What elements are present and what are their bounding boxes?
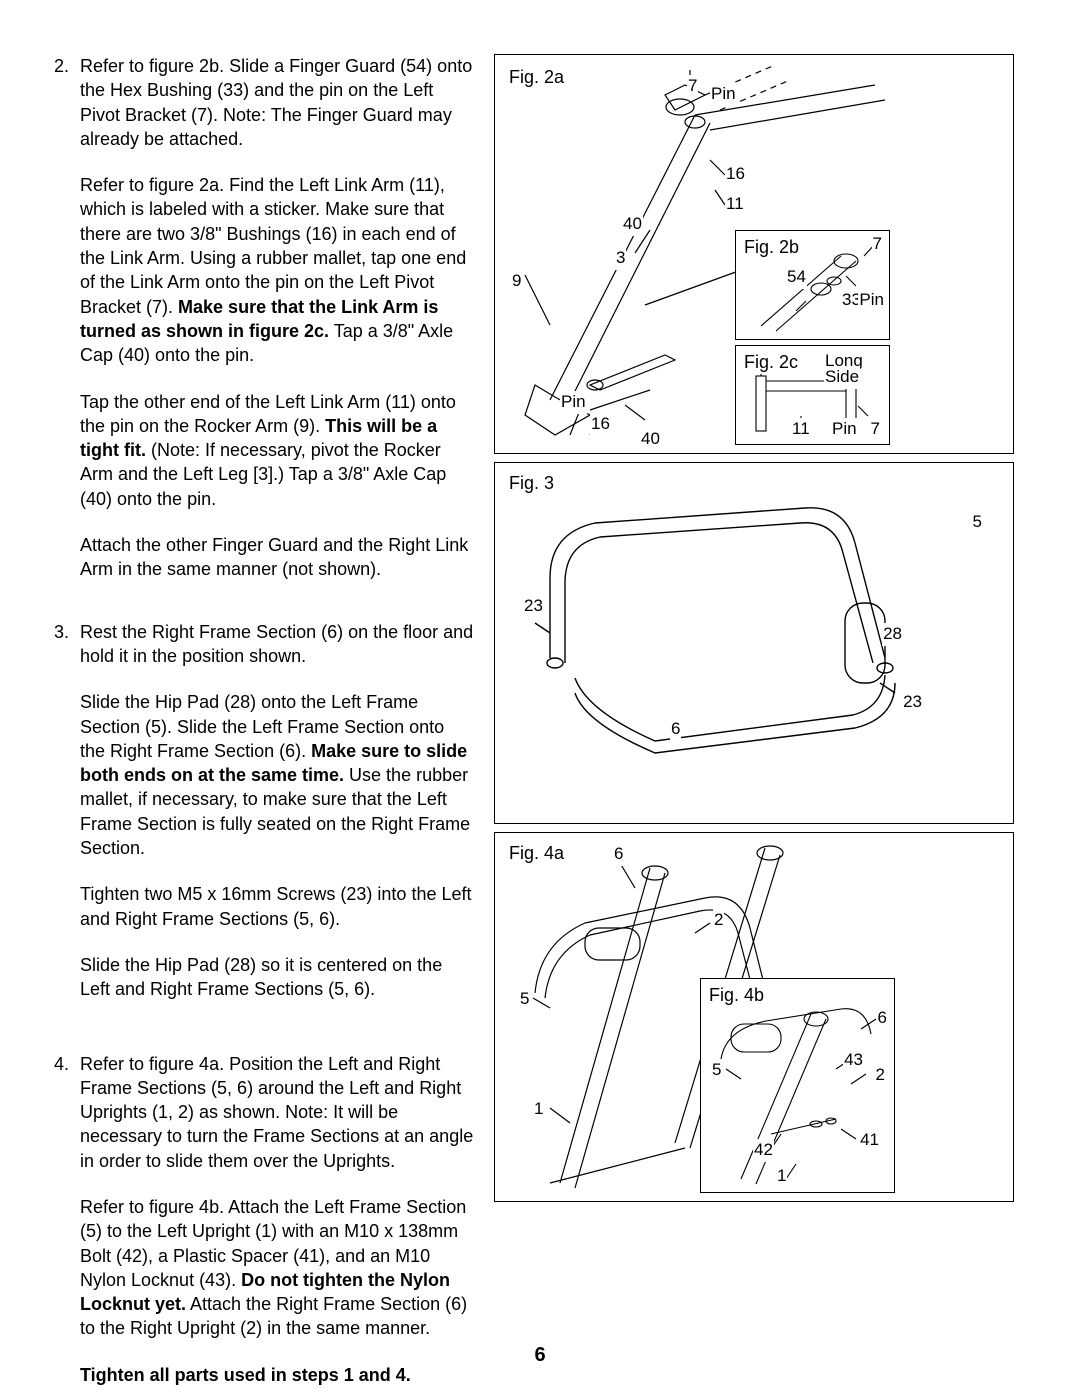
callout: Side <box>824 366 860 389</box>
fig-3-label: Fig. 3 <box>507 471 556 495</box>
callout: 16 <box>590 413 611 436</box>
callout: 11 <box>791 418 811 441</box>
callout: 2 <box>713 909 724 932</box>
callout: Pin <box>710 83 737 106</box>
step-4: 4. Refer to figure 4a. Position the Left… <box>54 1052 474 1388</box>
callout: 5 <box>972 511 983 534</box>
step-2: 2. Refer to figure 2b. Slide a Finger Gu… <box>54 54 474 582</box>
figure-2b-inset: Fig. 2b 7 54 33 Pin <box>735 230 890 340</box>
fig-4b-label: Fig. 4b <box>707 983 766 1007</box>
fig-2b-label: Fig. 2b <box>742 235 801 259</box>
callout: 28 <box>882 623 903 646</box>
para: Refer to figure 2b. Slide a Finger Guard… <box>80 54 474 151</box>
callout: 3 <box>615 247 626 270</box>
callout: 54 <box>786 266 807 289</box>
callout: 40 <box>622 213 643 236</box>
callout: 23 <box>902 691 923 714</box>
callout: 23 <box>523 595 544 618</box>
callout: 6 <box>613 843 624 866</box>
para: Tighten two M5 x 16mm Screws (23) into t… <box>80 882 474 931</box>
para: Refer to figure 2a. Find the Left Link A… <box>80 173 474 367</box>
callout: 9 <box>511 270 522 293</box>
step-3: 3. Rest the Right Frame Section (6) on t… <box>54 620 474 1002</box>
figure-3-drawing <box>495 463 1015 825</box>
page-number: 6 <box>0 1342 1080 1369</box>
callout: 40 <box>640 428 661 451</box>
callout: 41 <box>859 1129 880 1152</box>
callout: 6 <box>670 718 681 741</box>
para: Tap the other end of the Left Link Arm (… <box>80 390 474 511</box>
figures-column: Fig. 2a 7 Pin 16 11 40 3 9 Pin 16 40 <box>494 54 1014 1304</box>
step-number: 2. <box>54 54 80 582</box>
callout: 16 <box>725 163 746 186</box>
callout: 7 <box>687 75 698 98</box>
callout: 7 <box>870 418 881 441</box>
figure-4b-drawing <box>701 979 896 1194</box>
para: Rest the Right Frame Section (6) on the … <box>80 620 474 669</box>
callout: 2 <box>875 1064 886 1087</box>
para: Refer to figure 4b. Attach the Left Fram… <box>80 1195 474 1341</box>
para: Refer to figure 4a. Position the Left an… <box>80 1052 474 1173</box>
figure-2c-inset: Fig. 2c Long Side 11 Pin 7 <box>735 345 890 445</box>
para: Attach the other Finger Guard and the Ri… <box>80 533 474 582</box>
callout: 5 <box>519 988 530 1011</box>
figure-2: Fig. 2a 7 Pin 16 11 40 3 9 Pin 16 40 <box>494 54 1014 454</box>
callout: 1 <box>533 1098 544 1121</box>
callout: 11 <box>725 193 745 216</box>
callout: 6 <box>877 1007 888 1030</box>
step-number: 3. <box>54 620 80 1002</box>
para: Slide the Hip Pad (28) so it is centered… <box>80 953 474 1002</box>
fig-2c-label: Fig. 2c <box>742 350 800 374</box>
fig-2a-label: Fig. 2a <box>507 65 566 89</box>
step-body: Refer to figure 4a. Position the Left an… <box>80 1052 474 1388</box>
fig-4a-label: Fig. 4a <box>507 841 566 865</box>
callout: 5 <box>711 1059 722 1082</box>
callout: Pin <box>560 391 587 414</box>
callout: 43 <box>843 1049 864 1072</box>
figure-4b-inset: Fig. 4b 6 5 43 2 42 41 1 <box>700 978 895 1193</box>
step-number: 4. <box>54 1052 80 1388</box>
figure-4: Fig. 4a 6 2 5 1 <box>494 832 1014 1202</box>
callout: 1 <box>776 1165 787 1188</box>
step-body: Rest the Right Frame Section (6) on the … <box>80 620 474 1002</box>
callout: Pin <box>831 418 858 441</box>
callout: Pin <box>858 289 885 312</box>
para: Slide the Hip Pad (28) onto the Left Fra… <box>80 690 474 860</box>
step-body: Refer to figure 2b. Slide a Finger Guard… <box>80 54 474 582</box>
callout: 42 <box>753 1139 774 1162</box>
callout: 7 <box>872 233 883 256</box>
instruction-column: 2. Refer to figure 2b. Slide a Finger Gu… <box>54 54 474 1304</box>
figure-3: Fig. 3 5 23 28 23 6 <box>494 462 1014 824</box>
